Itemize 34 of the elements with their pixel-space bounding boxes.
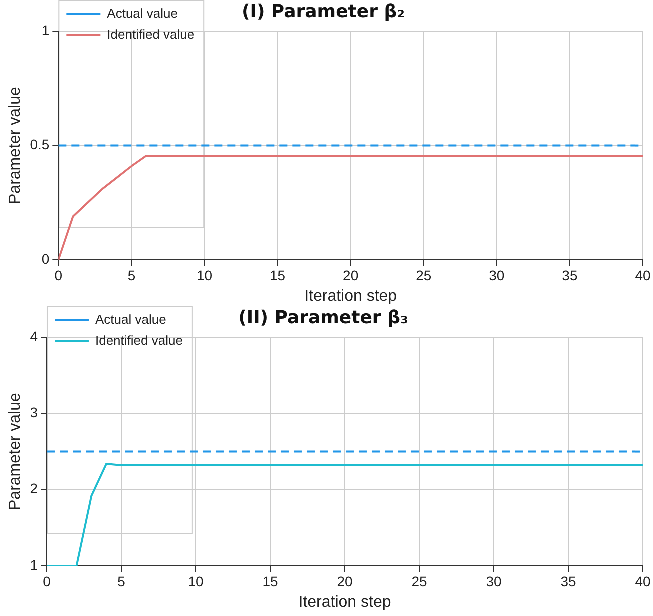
legend-label: Actual value bbox=[95, 312, 166, 328]
x-tick-label: 35 bbox=[562, 267, 578, 284]
x-tick-label: 15 bbox=[262, 573, 278, 590]
y-tick-label: 0 bbox=[42, 250, 50, 267]
y-axis-title: Parameter value bbox=[7, 393, 24, 510]
y-axis-title: Parameter value bbox=[7, 87, 24, 204]
x-tick-label: 40 bbox=[635, 267, 651, 284]
chart-title: (II) Parameter β₃ bbox=[238, 307, 408, 328]
x-tick-label: 25 bbox=[412, 573, 428, 590]
x-tick-label: 40 bbox=[635, 573, 651, 590]
x-axis-title: Iteration step bbox=[298, 594, 392, 611]
x-tick-label: 20 bbox=[337, 573, 353, 590]
x-tick-label: 25 bbox=[416, 267, 432, 284]
x-tick-label: 10 bbox=[188, 573, 204, 590]
x-tick-label: 35 bbox=[560, 573, 576, 590]
x-tick-label: 0 bbox=[54, 267, 63, 284]
x-tick-label: 15 bbox=[270, 267, 286, 284]
y-tick-label: 1 bbox=[42, 22, 50, 38]
x-tick-label: 5 bbox=[128, 267, 136, 284]
x-tick-label: 10 bbox=[196, 267, 213, 284]
y-tick-label: 4 bbox=[30, 328, 38, 344]
legend-label: Identified value bbox=[107, 27, 195, 42]
y-tick-label: 3 bbox=[30, 404, 38, 421]
chart-title: (I) Parameter β₂ bbox=[242, 1, 405, 22]
y-tick-label: 2 bbox=[30, 480, 38, 497]
x-tick-label: 20 bbox=[343, 267, 359, 284]
x-tick-label: 30 bbox=[489, 267, 505, 284]
x-tick-label: 5 bbox=[118, 573, 126, 590]
legend-label: Actual value bbox=[107, 6, 178, 22]
y-tick-label: 0.5 bbox=[30, 136, 50, 153]
x-tick-label: 30 bbox=[486, 573, 502, 590]
legend-label: Identified value bbox=[95, 333, 183, 348]
x-axis-title: Iteration step bbox=[304, 288, 398, 305]
y-tick-label: 1 bbox=[30, 556, 38, 573]
